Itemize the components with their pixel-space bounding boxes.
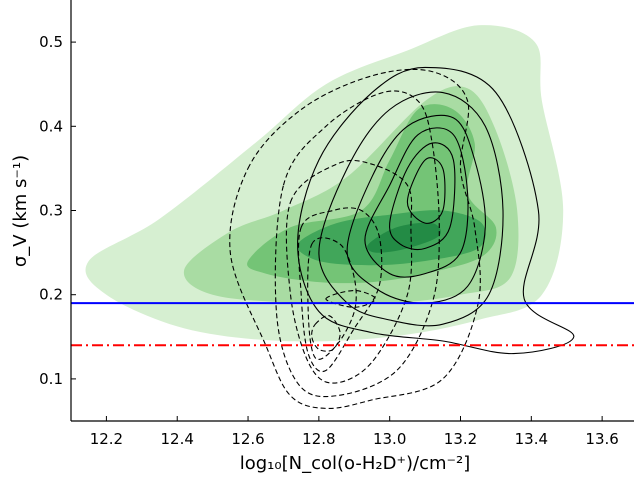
dashed-contour-line-5 <box>307 237 357 360</box>
filled-contour-level-5 <box>367 222 441 253</box>
solid-contour-line-3 <box>346 114 486 304</box>
solid-contour-line-6 <box>406 157 446 224</box>
dashed-contour-line-4 <box>297 207 383 373</box>
dashed-contour-line-2 <box>274 90 440 398</box>
y-tick-label: 0.4 <box>39 117 63 135</box>
dashed-contour-line-7 <box>325 289 377 308</box>
x-tick-label: 12.2 <box>90 430 123 448</box>
y-tick-label: 0.5 <box>39 33 63 51</box>
solid-contour-line-5 <box>389 142 456 251</box>
x-ticks: 12.2 12.4 12.6 12.8 13.0 13.2 13.4 13.6 <box>90 416 619 448</box>
y-tick-label: 0.3 <box>39 202 63 220</box>
x-tick-label: 12.8 <box>302 430 335 448</box>
filled-density-contours <box>85 25 564 342</box>
y-axis-label: σ_V (km s⁻¹) <box>10 155 31 267</box>
x-tick-label: 13.0 <box>373 430 406 448</box>
solid-contour-line-4 <box>364 127 469 278</box>
solid-contour-line-2 <box>318 91 504 327</box>
dashed-contour-line-3 <box>285 159 413 384</box>
solid-contour-line-1 <box>297 66 575 355</box>
solid-contour-lines <box>297 66 575 355</box>
y-ticks: 0.1 0.2 0.3 0.4 0.5 <box>39 33 76 388</box>
y-tick-label: 0.1 <box>39 370 63 388</box>
x-axis-label: log₁₀[N_col(o-H₂D⁺)/cm⁻²] <box>240 453 471 474</box>
dashed-contour-line-6 <box>311 315 341 352</box>
x-tick-label: 13.2 <box>444 430 477 448</box>
x-tick-label: 12.4 <box>161 430 194 448</box>
dashed-contour-line-1 <box>229 68 481 409</box>
dashed-contour-lines <box>229 68 481 409</box>
x-tick-label: 12.6 <box>231 430 264 448</box>
reference-lines <box>71 302 634 347</box>
y-tick-label: 0.2 <box>39 286 63 304</box>
x-tick-label: 13.6 <box>585 430 618 448</box>
x-tick-label: 13.4 <box>515 430 548 448</box>
